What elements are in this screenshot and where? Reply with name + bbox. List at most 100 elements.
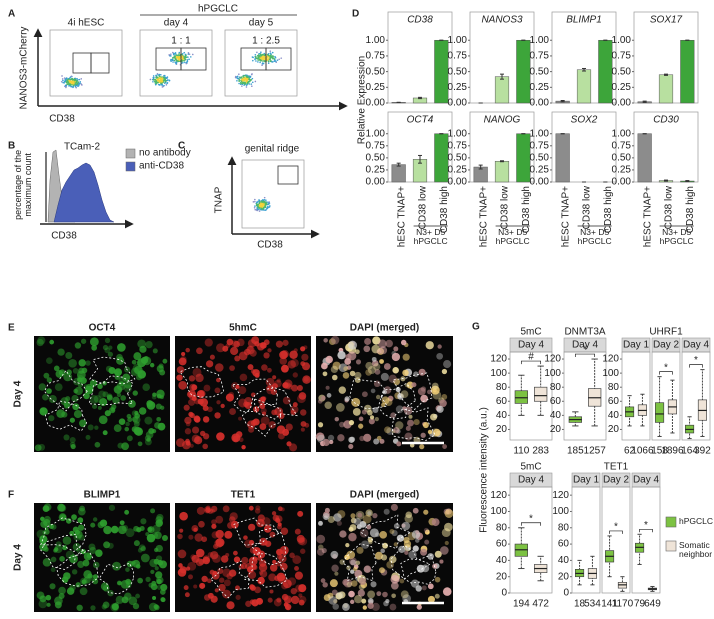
nucleus xyxy=(69,441,76,448)
flow-dot xyxy=(167,79,169,81)
flow-dot xyxy=(248,83,251,85)
nucleus xyxy=(205,507,211,513)
nucleus xyxy=(48,394,57,404)
outline xyxy=(231,378,278,413)
bar xyxy=(576,69,592,104)
nucleus xyxy=(102,601,110,609)
nucleus xyxy=(400,590,409,599)
nucleus xyxy=(411,530,421,539)
flow-dot xyxy=(261,199,264,201)
image-title: 5hmC xyxy=(229,323,257,334)
nucleus xyxy=(127,399,136,408)
y-tick-label: 60 xyxy=(496,396,508,407)
nucleus xyxy=(74,386,83,396)
nucleus xyxy=(334,571,339,576)
flow-dot xyxy=(267,201,269,203)
flow-dot xyxy=(260,202,262,205)
nucleus xyxy=(276,597,282,603)
nucleus xyxy=(283,595,293,604)
nucleus xyxy=(188,391,197,400)
nucleus xyxy=(80,338,87,344)
nucleus xyxy=(154,531,162,540)
nucleus xyxy=(261,364,268,371)
nucleus xyxy=(427,583,434,590)
nucleus xyxy=(238,416,243,421)
flow-dot xyxy=(178,51,181,54)
nucleus xyxy=(115,595,124,604)
nucleus xyxy=(211,554,221,563)
nucleus xyxy=(137,339,146,349)
sig-bracket xyxy=(689,364,703,368)
chart-title: BLIMP1 xyxy=(566,15,602,26)
flow-dot xyxy=(240,81,242,84)
nucleus xyxy=(235,384,240,389)
nucleus xyxy=(332,374,338,381)
nucleus xyxy=(316,534,326,544)
nucleus xyxy=(214,412,221,419)
y-tick-label: 0.25 xyxy=(448,82,468,93)
flow-dot xyxy=(255,55,257,58)
nucleus xyxy=(260,416,270,426)
flow-dot xyxy=(168,79,171,82)
nucleus xyxy=(65,518,72,524)
nucleus xyxy=(204,338,213,347)
outline xyxy=(89,356,136,385)
flow-dot xyxy=(270,55,272,57)
nucleus xyxy=(156,584,163,591)
nucleus xyxy=(400,390,409,399)
nucleus xyxy=(298,599,305,606)
nucleus xyxy=(98,390,106,398)
nucleus xyxy=(55,541,62,548)
outline xyxy=(233,517,280,546)
flow-dot xyxy=(168,54,171,56)
group-label: N3+ D5 hPGCLC xyxy=(577,227,612,247)
nucleus xyxy=(254,372,260,378)
nucleus xyxy=(225,393,234,402)
nucleus xyxy=(130,367,140,376)
nucleus xyxy=(98,415,108,425)
nucleus xyxy=(92,574,99,580)
nucleus xyxy=(146,533,156,543)
nucleus xyxy=(137,547,143,553)
nucleus xyxy=(298,593,303,598)
nucleus xyxy=(211,519,217,525)
nucleus xyxy=(71,514,77,521)
nucleus xyxy=(276,378,281,383)
nucleus xyxy=(181,351,186,357)
nucleus xyxy=(349,436,356,442)
y-tick-label: 40 xyxy=(608,410,620,421)
flow-dot xyxy=(69,80,71,82)
nucleus xyxy=(160,405,165,410)
nucleus xyxy=(116,580,122,586)
nucleus xyxy=(241,556,249,564)
nucleus xyxy=(77,524,85,531)
outline xyxy=(392,372,433,411)
nucleus xyxy=(34,444,42,452)
y-tick-label: 0.00 xyxy=(366,177,386,188)
flow-dot xyxy=(156,79,159,82)
nucleus xyxy=(229,516,236,523)
flow-dot xyxy=(175,62,177,65)
y-tick-label: 0.75 xyxy=(448,51,468,62)
plot-title: TCam-2 xyxy=(64,142,101,153)
nucleus xyxy=(231,433,241,443)
flow-dot xyxy=(271,51,274,54)
nucleus xyxy=(370,388,376,394)
y-tick-label: 0.00 xyxy=(530,177,550,188)
nucleus xyxy=(365,369,372,376)
flow-dot xyxy=(72,79,74,81)
nucleus xyxy=(132,415,141,424)
nucleus xyxy=(442,587,452,596)
nucleus xyxy=(144,435,152,442)
nucleus xyxy=(87,424,94,431)
nucleus xyxy=(184,427,192,435)
nucleus xyxy=(294,571,304,580)
nucleus xyxy=(226,573,233,580)
flow-dot xyxy=(263,52,266,55)
nucleus xyxy=(179,511,188,521)
flow-dot xyxy=(181,52,184,55)
flow-dot xyxy=(271,61,274,63)
flow-dot xyxy=(151,78,154,81)
flow-dot xyxy=(79,81,82,83)
nucleus xyxy=(286,441,292,447)
